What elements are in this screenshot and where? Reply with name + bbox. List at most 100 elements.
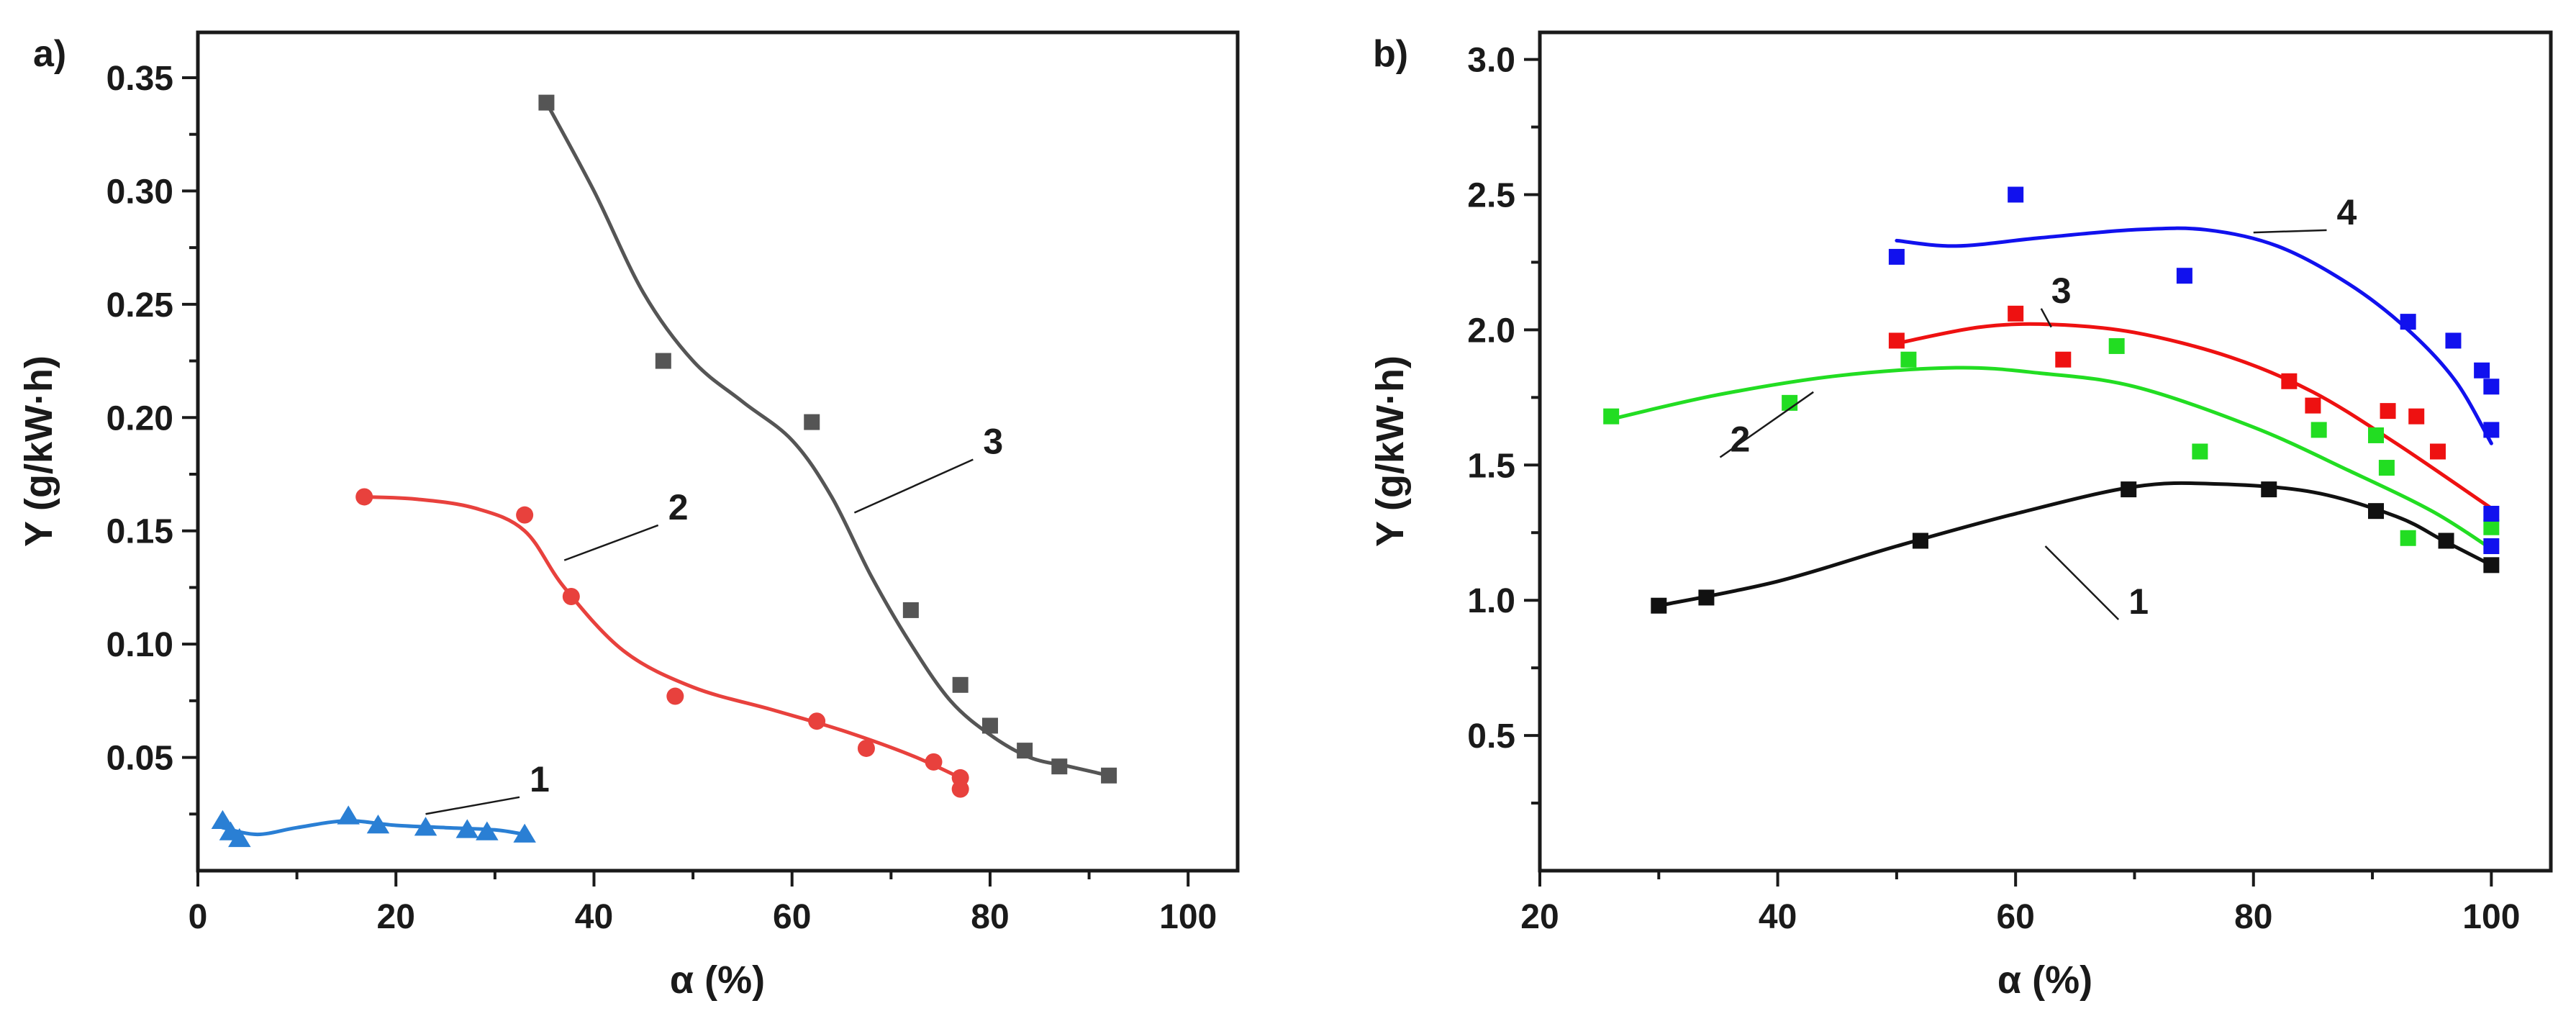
y-tick-label: 2.0 xyxy=(1467,312,1515,350)
y-tick-label: 2.5 xyxy=(1467,176,1515,214)
data-point-4 xyxy=(2400,314,2416,330)
ticks-a xyxy=(182,76,1190,887)
xtick-labels-a: 0 20 40 60 80 100 xyxy=(189,898,1217,936)
leader-line-3 xyxy=(853,458,974,514)
data-point-1 xyxy=(2368,503,2385,520)
fit-curve-2 xyxy=(1609,366,2493,551)
data-point-2 xyxy=(1603,408,1620,425)
data-point-4 xyxy=(1888,248,1905,265)
y-tick-label: 0.5 xyxy=(1467,717,1515,756)
data-point-4 xyxy=(2483,505,2500,522)
leader-line-4 xyxy=(2253,229,2327,234)
data-point-3 xyxy=(981,717,998,734)
y-tick-label: 0.35 xyxy=(106,60,173,98)
curve-labels-a: 1 2 3 xyxy=(425,422,1003,815)
data-point-3 xyxy=(2055,351,2072,368)
x-tick-label: 100 xyxy=(2462,898,2520,936)
data-point-1 xyxy=(455,819,479,838)
x-tick-label: 60 xyxy=(1996,898,2034,936)
data-point-4 xyxy=(2176,268,2192,284)
x-tick-label: 20 xyxy=(377,898,415,936)
y-axis-title-b: Y (g/kW·h) xyxy=(1369,355,1412,547)
data-point-3 xyxy=(2429,443,2446,460)
data-point-2 xyxy=(2483,519,2500,535)
data-point-2 xyxy=(2378,460,2395,476)
plot-frame-a xyxy=(196,30,1240,873)
data-point-2 xyxy=(666,687,684,705)
x-tick-label: 80 xyxy=(2234,898,2272,936)
data-point-4 xyxy=(2483,422,2500,438)
x-tick-label: 0 xyxy=(189,898,208,936)
data-point-2 xyxy=(2368,427,2385,443)
panel-b: b) 20 40 60 80 100 0.5 1.0 1.5 2.0 2.5 3.0 1 2 3 4 α… xyxy=(1369,30,2553,1002)
data-point-2 xyxy=(2310,422,2327,438)
fit-curve-3 xyxy=(544,101,1111,778)
data-point-1 xyxy=(228,828,251,848)
data-point-1 xyxy=(2121,481,2137,498)
leader-line-2 xyxy=(1719,391,1814,458)
leader-line-2 xyxy=(563,524,659,561)
curve-label-1: 1 xyxy=(530,759,550,799)
data-point-1 xyxy=(1912,532,1928,549)
data-point-3 xyxy=(2380,403,2396,420)
data-point-3 xyxy=(2281,373,2298,389)
data-point-2 xyxy=(2108,337,2125,354)
fit-curve-4 xyxy=(1895,226,2493,445)
data-point-1 xyxy=(2483,557,2500,573)
data-point-4 xyxy=(2483,378,2500,395)
y-tick-label: 1.0 xyxy=(1467,582,1515,620)
curve-labels-b: 1 2 3 4 xyxy=(1719,192,2357,622)
data-point-2 xyxy=(857,739,875,757)
y-tick-label: 0.20 xyxy=(106,399,173,438)
data-point-4 xyxy=(2474,362,2490,378)
data-point-2 xyxy=(516,506,534,524)
data-point-3 xyxy=(1888,332,1905,349)
x-tick-label: 60 xyxy=(773,898,811,936)
x-axis-title-b: α (%) xyxy=(1997,958,2092,1002)
curve-label-4: 4 xyxy=(2336,192,2357,232)
data-point-3 xyxy=(2305,397,2321,414)
panel-label-b: b) xyxy=(1373,33,1408,75)
data-point-1 xyxy=(1698,589,1715,606)
ticks-b xyxy=(1524,58,2493,887)
panel-label-a: a) xyxy=(33,33,66,75)
x-tick-label: 20 xyxy=(1520,898,1559,936)
x-tick-label: 100 xyxy=(1159,898,1217,936)
ytick-labels-a: 0.05 0.10 0.15 0.20 0.25 0.30 0.35 xyxy=(106,60,173,778)
data-point-2 xyxy=(562,588,580,606)
curve-label-2: 2 xyxy=(1730,420,1750,460)
plot-frame-b xyxy=(1538,30,2553,873)
data-point-2 xyxy=(355,488,373,506)
y-tick-label: 0.10 xyxy=(106,626,173,664)
data-point-1 xyxy=(513,823,536,843)
data-points-b xyxy=(1603,186,2500,614)
curve-label-1: 1 xyxy=(2128,581,2149,622)
data-point-2 xyxy=(2400,530,2416,546)
x-tick-label: 40 xyxy=(1759,898,1797,936)
data-point-1 xyxy=(2261,481,2277,498)
data-point-3 xyxy=(804,414,820,430)
leader-line-3 xyxy=(2040,308,2052,328)
fit-curve-2 xyxy=(362,495,963,780)
curve-label-2: 2 xyxy=(668,487,689,527)
data-points-a xyxy=(211,94,1117,848)
leader-line-1 xyxy=(425,796,520,815)
data-point-1 xyxy=(414,817,437,836)
y-axis-title-a: Y (g/kW·h) xyxy=(17,355,60,547)
y-tick-label: 0.25 xyxy=(106,286,173,325)
data-point-1 xyxy=(1651,597,1667,614)
data-point-1 xyxy=(476,821,499,840)
fit-curve-3 xyxy=(1895,322,2493,510)
y-tick-label: 3.0 xyxy=(1467,42,1515,80)
xtick-labels-b: 20 40 60 80 100 xyxy=(1520,898,2520,936)
data-point-2 xyxy=(2192,443,2208,460)
y-tick-label: 0.15 xyxy=(106,513,173,551)
curve-label-3: 3 xyxy=(2051,271,2072,311)
data-point-2 xyxy=(808,712,826,730)
data-point-3 xyxy=(1051,758,1068,775)
data-point-1 xyxy=(211,810,235,829)
x-axis-title-a: α (%) xyxy=(670,958,765,1002)
data-point-3 xyxy=(2408,408,2425,425)
fit-curve-1 xyxy=(1656,481,2493,608)
